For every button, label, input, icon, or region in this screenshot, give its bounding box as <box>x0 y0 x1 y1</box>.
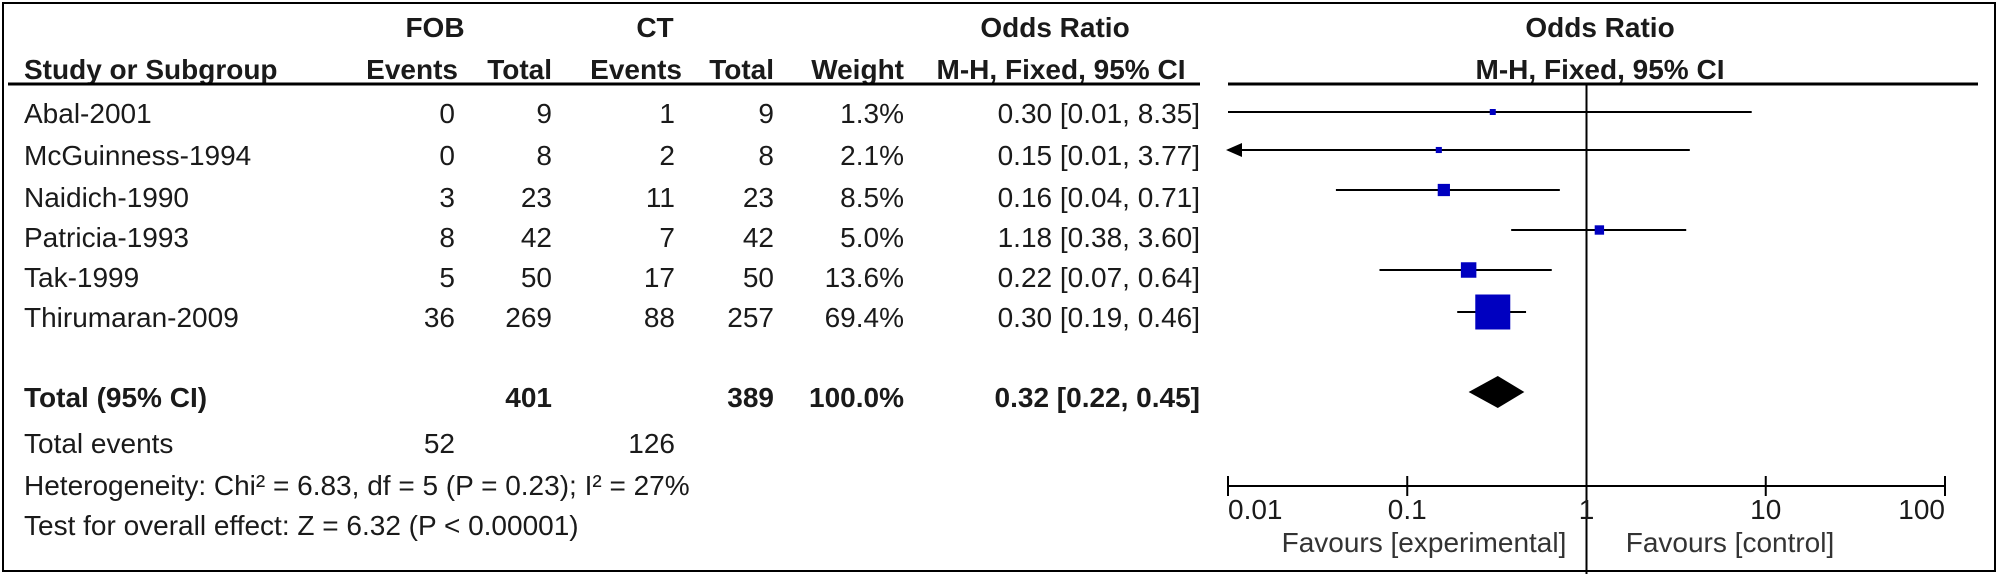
study-name: Naidich-1990 <box>24 182 189 213</box>
favours-right-label: Favours [control] <box>1626 527 1835 558</box>
x-tick-label: 1 <box>1579 494 1595 525</box>
study-name: Patricia-1993 <box>24 222 189 253</box>
study-name: Abal-2001 <box>24 98 152 129</box>
total2-cell: 50 <box>742 262 774 293</box>
total2-cell: 42 <box>742 222 774 253</box>
study-name: Thirumaran-2009 <box>24 302 239 333</box>
total-events1: 52 <box>423 428 455 459</box>
total1-cell: 9 <box>536 98 552 129</box>
total2-cell: 23 <box>742 182 774 213</box>
total1-header: Total <box>487 54 552 85</box>
total1-cell: 8 <box>536 140 552 171</box>
events1-cell: 36 <box>423 302 455 333</box>
ci-cell: 0.22 [0.07, 0.64] <box>997 262 1200 293</box>
pooled-diamond <box>1468 376 1525 408</box>
total1-cell: 269 <box>505 302 552 333</box>
events1-cell: 5 <box>439 262 455 293</box>
weight-cell: 8.5% <box>840 182 904 213</box>
study-point <box>1475 294 1511 330</box>
ci-cell: 0.30 [0.19, 0.46] <box>997 302 1200 333</box>
total2-cell: 9 <box>758 98 774 129</box>
total1-cell: 42 <box>520 222 552 253</box>
events2-cell: 11 <box>645 182 675 213</box>
total1-sum: 401 <box>505 382 552 413</box>
total1-cell: 50 <box>520 262 552 293</box>
study-name: Tak-1999 <box>24 262 140 293</box>
study-point <box>1594 225 1605 235</box>
events2-header: Events <box>590 54 682 85</box>
plot-method-header: M-H, Fixed, 95% CI <box>1475 54 1725 85</box>
events2-cell: 88 <box>643 302 675 333</box>
events1-cell: 3 <box>439 182 455 213</box>
method-header: M-H, Fixed, 95% CI <box>936 54 1186 85</box>
group2-header: CT <box>636 12 674 43</box>
total1-cell: 23 <box>520 182 552 213</box>
weight-cell: 69.4% <box>824 302 904 333</box>
ci-cell: 0.15 [0.01, 3.77] <box>997 140 1200 171</box>
heterogeneity-text: Heterogeneity: Chi² = 6.83, df = 5 (P = … <box>24 470 690 501</box>
events2-cell: 17 <box>643 262 675 293</box>
events2-cell: 2 <box>659 140 675 171</box>
study-point <box>1460 262 1477 278</box>
group1-header: FOB <box>405 12 465 43</box>
total2-header: Total <box>709 54 774 85</box>
ci-cell: 1.18 [0.38, 3.60] <box>997 222 1200 253</box>
total-events2: 126 <box>628 428 675 459</box>
study-column-header: Study or Subgroup <box>24 54 278 85</box>
overall-effect-text: Test for overall effect: Z = 6.32 (P < 0… <box>24 510 579 541</box>
total-weight: 100.0% <box>809 382 904 413</box>
events1-header: Events <box>366 54 458 85</box>
weight-header: Weight <box>811 54 904 85</box>
x-tick-label: 0.01 <box>1228 494 1283 525</box>
study-name: McGuinness-1994 <box>24 140 252 171</box>
study-point <box>1437 183 1450 197</box>
favours-left-label: Favours [experimental] <box>1282 527 1567 558</box>
plot-header-top: Odds Ratio <box>1525 12 1675 43</box>
total2-cell: 8 <box>758 140 774 171</box>
weight-cell: 13.6% <box>824 262 904 293</box>
events2-cell: 1 <box>659 98 675 129</box>
x-tick-label: 100 <box>1898 494 1945 525</box>
total2-cell: 257 <box>727 302 774 333</box>
total-events-label: Total events <box>24 428 174 459</box>
total2-sum: 389 <box>727 382 774 413</box>
study-point <box>1435 146 1442 154</box>
events1-cell: 0 <box>439 98 455 129</box>
events2-cell: 7 <box>659 222 675 253</box>
weight-cell: 2.1% <box>840 140 904 171</box>
or-header-top: Odds Ratio <box>980 12 1130 43</box>
x-tick-label: 0.1 <box>1388 494 1427 525</box>
total-ci: 0.32 [0.22, 0.45] <box>994 382 1200 413</box>
total-label: Total (95% CI) <box>24 382 208 413</box>
events1-cell: 8 <box>439 222 455 253</box>
ci-cell: 0.16 [0.04, 0.71] <box>997 182 1200 213</box>
x-tick-label: 10 <box>1750 494 1781 525</box>
ci-cell: 0.30 [0.01, 8.35] <box>997 98 1200 129</box>
weight-cell: 5.0% <box>840 222 904 253</box>
weight-cell: 1.3% <box>840 98 904 129</box>
study-point <box>1489 109 1496 115</box>
ci-arrow-left <box>1226 143 1242 157</box>
events1-cell: 0 <box>439 140 455 171</box>
